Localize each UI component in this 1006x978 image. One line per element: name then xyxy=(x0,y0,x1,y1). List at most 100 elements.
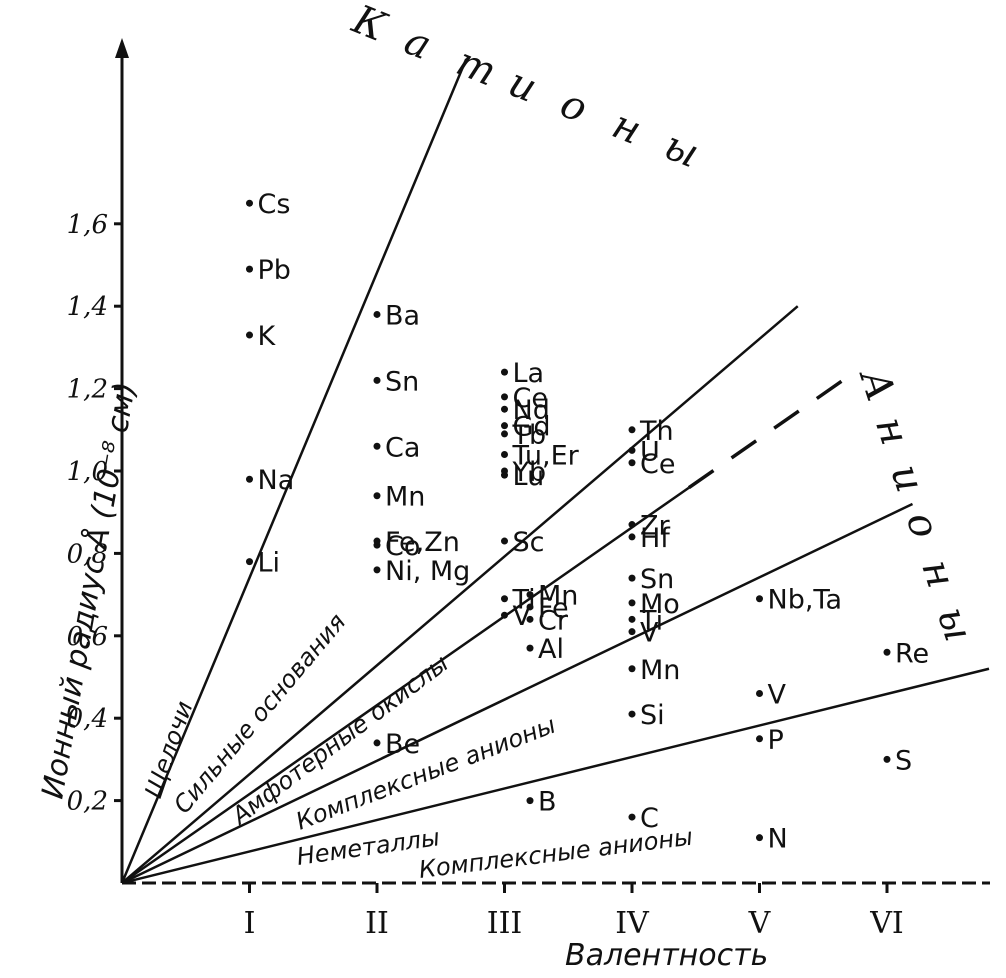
point-label: Mo xyxy=(640,589,680,620)
anions-title: Анионы xyxy=(850,361,982,647)
data-point xyxy=(373,376,381,384)
point-label: Re xyxy=(895,638,929,669)
point-label: S xyxy=(895,745,912,776)
point-label: Yb xyxy=(512,457,547,488)
data-point xyxy=(628,615,636,623)
boundary-line xyxy=(121,486,690,885)
data-point xyxy=(756,595,763,603)
x-tick-label: II xyxy=(365,906,389,941)
point-label: Sn xyxy=(385,366,419,397)
data-point xyxy=(628,628,636,636)
point-label: Tb xyxy=(512,420,547,451)
point-label: Sc xyxy=(513,527,545,558)
data-point xyxy=(373,442,381,450)
point-label: N xyxy=(768,824,788,855)
region-label-complex-anions-lower: Комплексные анионы xyxy=(417,823,694,884)
point-label: Th xyxy=(639,416,674,447)
data-point xyxy=(501,405,508,413)
y-tick-label: 0,4 xyxy=(67,704,108,734)
y-tick-label: 0,2 xyxy=(67,787,108,817)
data-point xyxy=(628,710,636,718)
x-tick-label: V xyxy=(748,906,772,941)
data-point xyxy=(501,422,508,430)
data-point xyxy=(628,426,636,434)
point-label: C xyxy=(640,803,659,834)
y-tick-label: 1,6 xyxy=(67,210,108,240)
data-point xyxy=(883,755,891,763)
boundary-line-dashed xyxy=(687,374,850,490)
data-point xyxy=(501,368,508,376)
data-point xyxy=(373,310,381,318)
y-tick-label: 1,4 xyxy=(67,292,108,322)
data-point xyxy=(628,813,636,821)
data-point xyxy=(373,492,381,500)
point-label: Li xyxy=(258,548,281,579)
point-label: Mn xyxy=(385,482,425,513)
point-label: Be xyxy=(385,729,420,760)
data-point xyxy=(883,648,891,656)
point-label: K xyxy=(258,321,277,352)
data-point xyxy=(373,739,381,747)
point-label: V xyxy=(513,601,532,632)
point-label: Ni, Mg xyxy=(385,556,470,587)
data-point xyxy=(501,595,508,603)
y-tick-label: 0,6 xyxy=(67,622,108,652)
data-point xyxy=(628,599,636,607)
point-label: B xyxy=(538,787,557,818)
point-label: Cr xyxy=(538,605,569,636)
y-tick-label: 1,0 xyxy=(67,457,108,487)
point-label: Ca xyxy=(385,432,420,463)
data-point xyxy=(526,591,534,599)
data-point xyxy=(246,331,253,339)
point-label: Zr xyxy=(640,511,670,542)
x-tick-label: VI xyxy=(869,906,904,941)
data-point xyxy=(501,430,508,438)
point-label: P xyxy=(768,725,784,756)
point-label: V xyxy=(640,618,659,649)
data-point xyxy=(628,459,636,467)
data-point xyxy=(373,537,381,545)
point-label: Na xyxy=(258,465,295,496)
point-label: Gd xyxy=(513,412,551,443)
data-point xyxy=(501,393,508,401)
point-label: Pb xyxy=(258,255,291,286)
data-point xyxy=(628,446,636,454)
data-point xyxy=(628,574,636,582)
boundary-line xyxy=(121,502,914,885)
data-point xyxy=(756,834,763,842)
boundary-line xyxy=(121,305,799,884)
data-point xyxy=(246,199,253,207)
data-point xyxy=(501,537,508,545)
point-label: Cs xyxy=(258,189,291,220)
point-label: Ce xyxy=(640,449,675,480)
data-point xyxy=(501,451,508,459)
data-point xyxy=(501,467,508,475)
point-label: Ti xyxy=(512,585,536,616)
point-label: La xyxy=(513,358,545,389)
point-label: Co xyxy=(385,531,420,562)
x-tick-label: I xyxy=(244,906,256,941)
point-label: Hf xyxy=(640,523,671,554)
x-tick-label: IV xyxy=(615,906,650,941)
data-point xyxy=(373,566,381,574)
data-point xyxy=(526,797,534,805)
data-point xyxy=(526,603,534,611)
point-label: Sn xyxy=(640,564,674,595)
data-point xyxy=(501,611,508,619)
data-point xyxy=(246,475,253,483)
data-point xyxy=(246,265,253,273)
boundary-lines xyxy=(120,58,990,885)
data-point xyxy=(628,533,636,541)
x-ticks: I II III IV V VI xyxy=(244,883,904,941)
point-label: Mn xyxy=(640,655,680,686)
boundary-line xyxy=(121,667,990,885)
point-label: Ce xyxy=(513,383,548,414)
point-label: Si xyxy=(640,700,665,731)
boundary-line xyxy=(120,58,468,884)
point-label: Lu xyxy=(513,461,545,492)
x-axis-label: Валентность xyxy=(565,938,768,973)
point-label: Nb,Ta xyxy=(768,585,843,616)
